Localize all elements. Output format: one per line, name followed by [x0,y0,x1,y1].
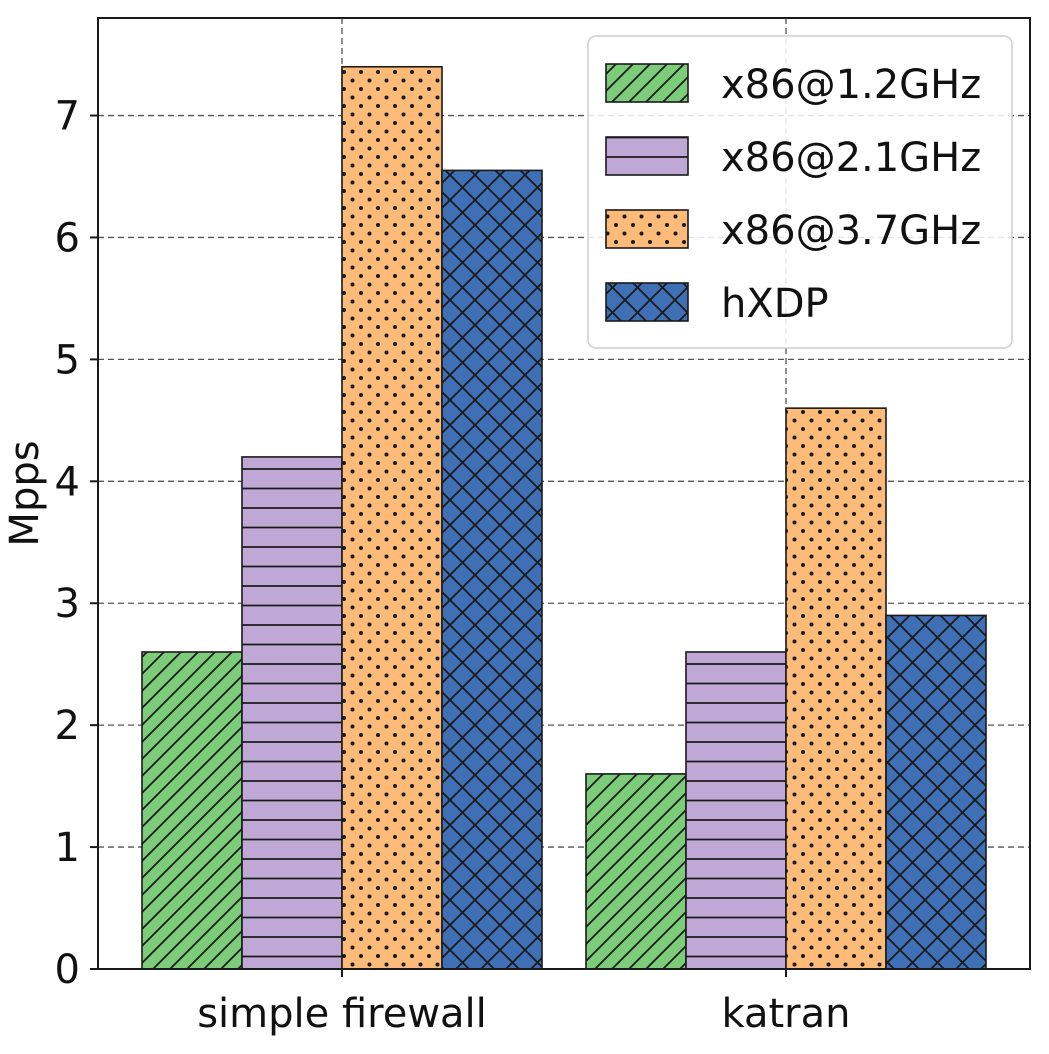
legend: x86@1.2GHz x86@2.1GHz x86@3.7GHz hXDP [587,35,1013,349]
y-tick-label-5: 5 [55,337,80,383]
x-tick-label-1: katran [722,991,851,1037]
legend-label-3: hXDP [721,281,829,327]
legend-swatch-2 [605,209,689,249]
legend-swatch-3 [605,282,689,322]
plot-frame [97,17,1031,970]
legend-label-0: x86@1.2GHz [721,62,981,108]
bar-katran-series-1 [685,651,787,970]
y-tick-label-7: 7 [55,94,80,140]
axes: 0 1 2 3 4 5 6 7 simple firewall katran Mpps [2,17,1031,1037]
bar-katran-series-2 [785,407,887,970]
legend-swatch-0 [605,63,689,103]
bar-simple-firewall-series-1 [241,456,343,970]
y-tick-label-3: 3 [55,581,80,627]
bar-simple-firewall-series-2 [341,65,443,970]
bar-katran-series-3 [885,614,987,970]
bars [141,65,987,970]
y-tick-label-0: 0 [55,947,80,993]
y-tick-label-1: 1 [55,825,80,871]
legend-label-2: x86@3.7GHz [721,208,981,254]
y-axis-label: Mpps [2,440,48,546]
legend-box [587,35,1013,349]
y-tick-label-2: 2 [55,703,80,749]
y-tick-label-6: 6 [55,215,80,261]
x-tick-label-0: simple firewall [197,991,487,1037]
legend-label-1: x86@2.1GHz [721,135,981,181]
legend-swatch-1 [605,136,689,176]
bar-simple-firewall-series-0 [141,651,243,970]
bar-katran-series-0 [585,773,687,970]
bar-simple-firewall-series-3 [441,169,543,970]
y-tick-label-4: 4 [55,459,80,505]
